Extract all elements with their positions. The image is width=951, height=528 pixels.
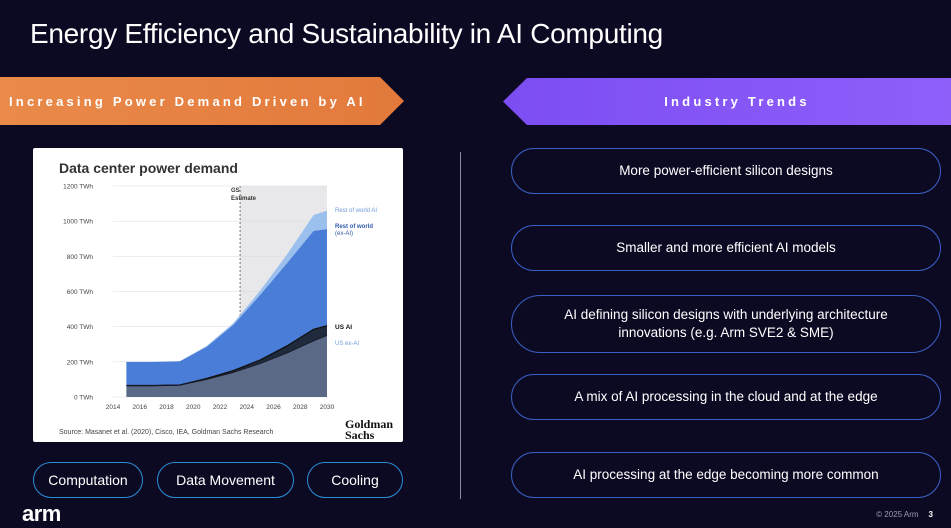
chart-source: Source: Masanet et al. (2020), Cisco, IE… [59,429,273,436]
computation-pill: Computation [33,462,143,498]
goldman-sachs-logo-line-1: Goldman [345,417,393,431]
x-tick-label: 2018 [159,404,174,411]
power-demand-chart: Data center power demand 0 TWh 200 TWh 400… [59,160,393,442]
y-tick-label: 800 TWh [67,254,94,261]
arm-logo: arm [22,501,61,526]
power-demand-chart-card: Data center power demand 0 TWh 200 TWh 400… [33,148,403,442]
series-label-rest-world-ai: Rest of world AI [335,208,377,214]
slide-title: Energy Efficiency and Sustainability in … [30,18,663,49]
y-tick-label: 600 TWh [67,289,94,296]
series-label-us-ex-ai: US ex-AI [335,341,359,347]
x-tick-label: 2030 [320,404,335,411]
y-tick-label: 400 TWh [67,324,94,331]
goldman-sachs-logo-line-2: Sachs [345,428,375,442]
us-ex-ai-line [126,334,328,387]
right-section-banner: Industry Trends [503,78,951,125]
y-tick-label: 1200 TWh [63,184,93,191]
estimate-label-estimate: Estimate [231,196,257,202]
left-section-banner: Increasing Power Demand Driven by AI [0,77,404,125]
right-banner-label: Industry Trends [664,94,810,109]
slide-footer: © 2025 Arm 3 [876,510,933,519]
y-tick-label: 0 TWh [74,395,93,402]
series-label-rest-world-ex-ai-1: Rest of world [335,224,373,230]
trend-item-4: A mix of AI processing in the cloud and … [511,374,941,420]
area-rest-world-ai [126,210,327,362]
x-tick-label: 2024 [240,404,255,411]
area-rest-world-ex-ai [126,229,327,386]
data-movement-pill: Data Movement [157,462,294,498]
trend-item-1: More power-efficient silicon designs [511,148,941,194]
x-tick-label: 2028 [293,404,308,411]
page-number: 3 [928,510,933,519]
estimate-label-gs: GS [231,188,240,194]
area-us-ex-ai [126,335,327,397]
series-label-us-ai: US AI [335,324,352,331]
series-label-rest-world-ex-ai-2: (ex-AI) [335,231,353,237]
y-tick-label: 1000 TWh [63,219,93,226]
chart-title: Data center power demand [59,160,238,176]
copyright-text: © 2025 Arm [876,510,919,519]
x-tick-label: 2020 [186,404,201,411]
y-tick-label: 200 TWh [67,359,94,366]
trend-item-5: AI processing at the edge becoming more … [511,452,941,498]
x-tick-label: 2014 [106,404,121,411]
area-us-ai [126,325,327,386]
left-banner-label: Increasing Power Demand Driven by AI [9,93,366,109]
trend-item-3: AI defining silicon designs with underly… [511,295,941,353]
section-divider [460,152,461,499]
x-tick-label: 2016 [133,404,148,411]
trend-item-2: Smaller and more efficient AI models [511,225,941,271]
cooling-pill: Cooling [307,462,403,498]
x-tick-label: 2022 [213,404,228,411]
x-tick-label: 2026 [266,404,281,411]
